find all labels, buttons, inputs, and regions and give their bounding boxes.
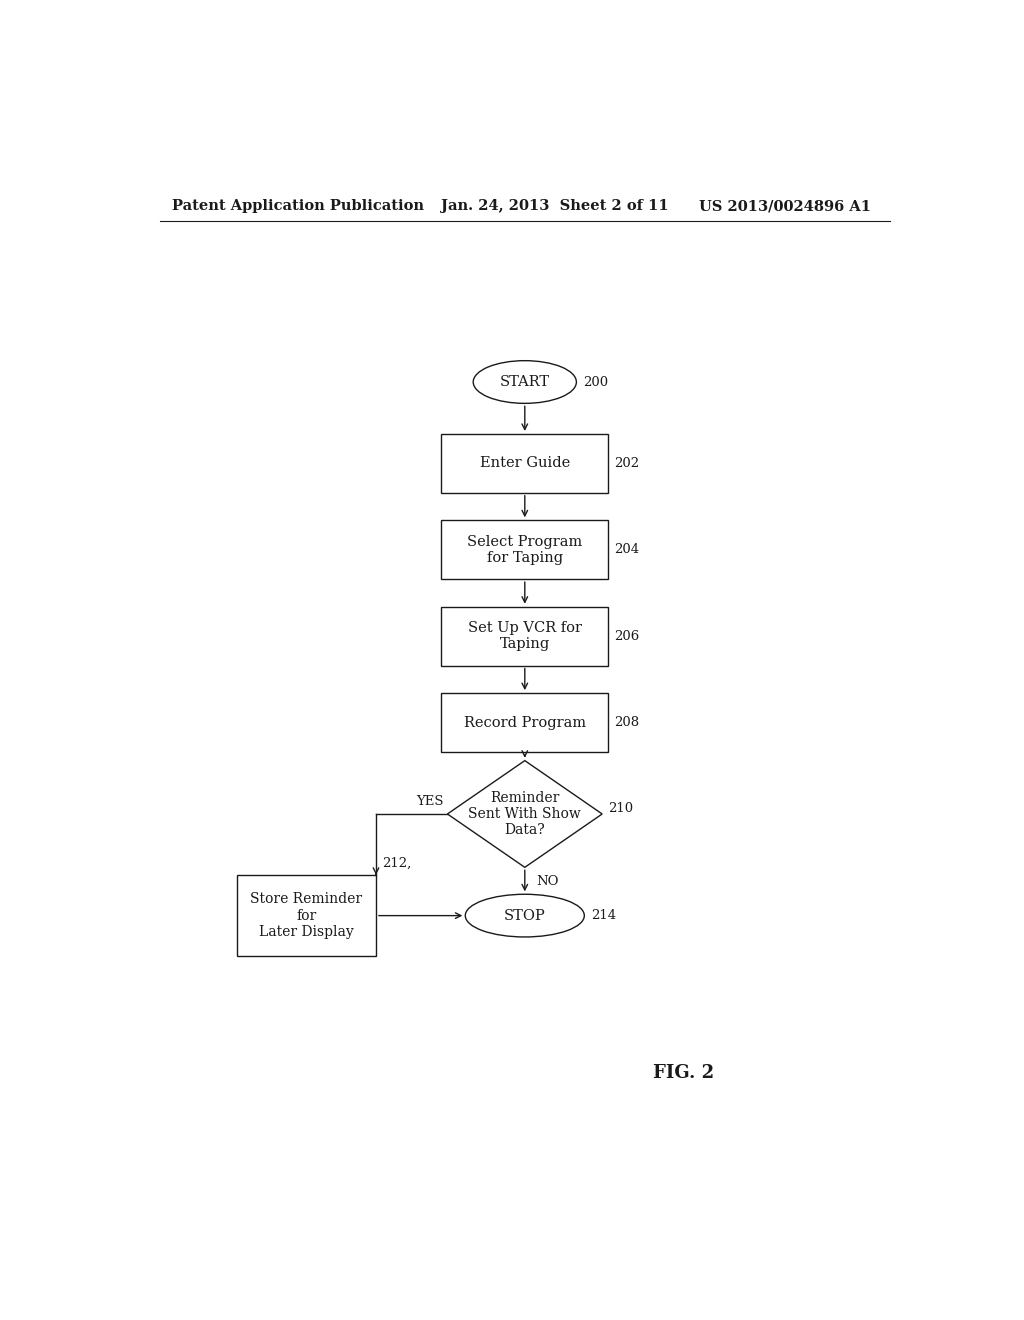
Text: Patent Application Publication: Patent Application Publication bbox=[172, 199, 424, 213]
Bar bbox=[441, 607, 608, 665]
Bar bbox=[441, 693, 608, 752]
Text: NO: NO bbox=[537, 875, 559, 888]
Text: Reminder
Sent With Show
Data?: Reminder Sent With Show Data? bbox=[468, 791, 582, 837]
Text: FIG. 2: FIG. 2 bbox=[653, 1064, 714, 1082]
Text: STOP: STOP bbox=[504, 908, 546, 923]
Text: 208: 208 bbox=[614, 715, 640, 729]
Text: 204: 204 bbox=[614, 544, 640, 556]
Text: 206: 206 bbox=[614, 630, 640, 643]
Text: YES: YES bbox=[416, 795, 443, 808]
Text: 212,: 212, bbox=[382, 857, 412, 870]
Text: Jan. 24, 2013  Sheet 2 of 11: Jan. 24, 2013 Sheet 2 of 11 bbox=[441, 199, 669, 213]
Bar bbox=[238, 875, 376, 956]
Bar bbox=[441, 520, 608, 579]
Text: Enter Guide: Enter Guide bbox=[479, 457, 570, 470]
Text: 214: 214 bbox=[591, 909, 615, 923]
Text: Store Reminder
for
Later Display: Store Reminder for Later Display bbox=[251, 892, 362, 939]
Text: US 2013/0024896 A1: US 2013/0024896 A1 bbox=[699, 199, 871, 213]
Text: 200: 200 bbox=[583, 375, 608, 388]
Text: Select Program
for Taping: Select Program for Taping bbox=[467, 535, 583, 565]
Text: Set Up VCR for
Taping: Set Up VCR for Taping bbox=[468, 620, 582, 651]
Text: 202: 202 bbox=[614, 457, 640, 470]
Text: START: START bbox=[500, 375, 550, 389]
Text: 210: 210 bbox=[608, 803, 634, 816]
Bar bbox=[441, 434, 608, 492]
Text: Record Program: Record Program bbox=[464, 715, 586, 730]
